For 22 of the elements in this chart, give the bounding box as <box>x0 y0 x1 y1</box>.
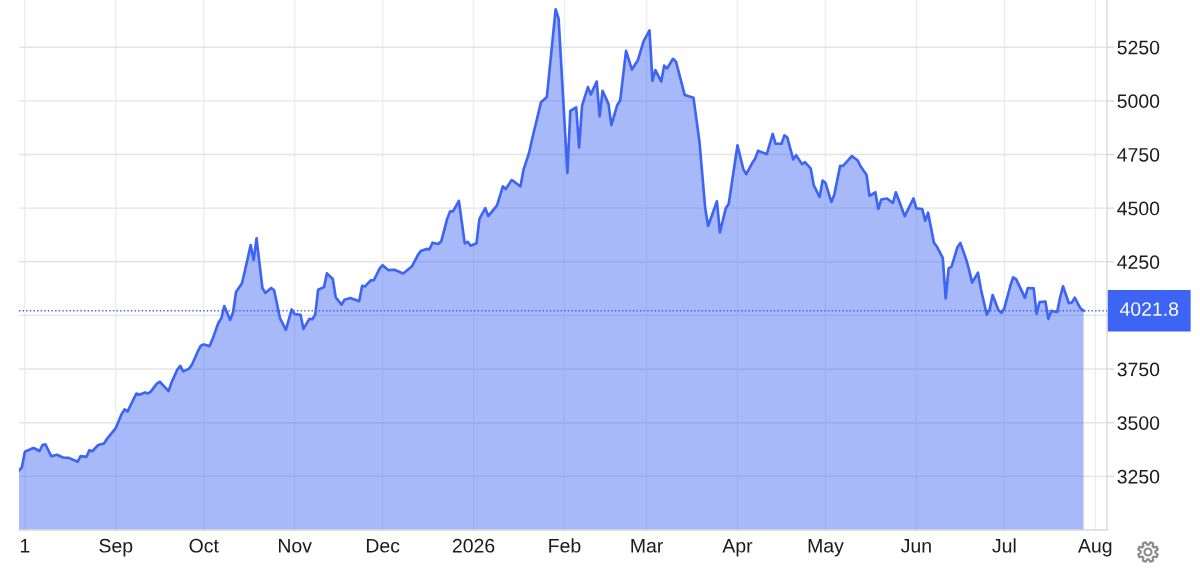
y-tick-label: 4750 <box>1117 147 1160 162</box>
x-tick-label: Sep <box>99 538 133 557</box>
y-tick-label: 3250 <box>1117 469 1160 484</box>
x-tick-label: Mar <box>631 539 663 553</box>
x-tick-label: Dec <box>366 539 400 553</box>
y-tick-label: 4250 <box>1117 255 1160 270</box>
x-tick-label: May <box>808 539 844 557</box>
x-tick-label: Apr <box>722 539 753 557</box>
y-tick-label: 5250 <box>1117 40 1160 55</box>
y-tick-label: 3500 <box>1117 416 1160 430</box>
x-tick-label: Jul <box>992 538 1016 553</box>
x-tick-label: 2026 <box>452 538 495 553</box>
x-tick-label: Oct <box>189 538 219 553</box>
y-tick-label: 5000 <box>1117 94 1160 109</box>
y-tick-label: 3750 <box>1117 362 1160 377</box>
ref-line-label: 4021.8 <box>1119 302 1179 316</box>
x-tick-label: Jun <box>901 539 931 553</box>
x-tick-label: Feb <box>549 538 581 553</box>
x-tick-label: 1 <box>20 539 30 553</box>
x-tick-label: Nov <box>278 539 312 553</box>
y-tick-label: 4500 <box>1117 201 1160 216</box>
x-tick-label: Aug <box>1078 539 1112 557</box>
